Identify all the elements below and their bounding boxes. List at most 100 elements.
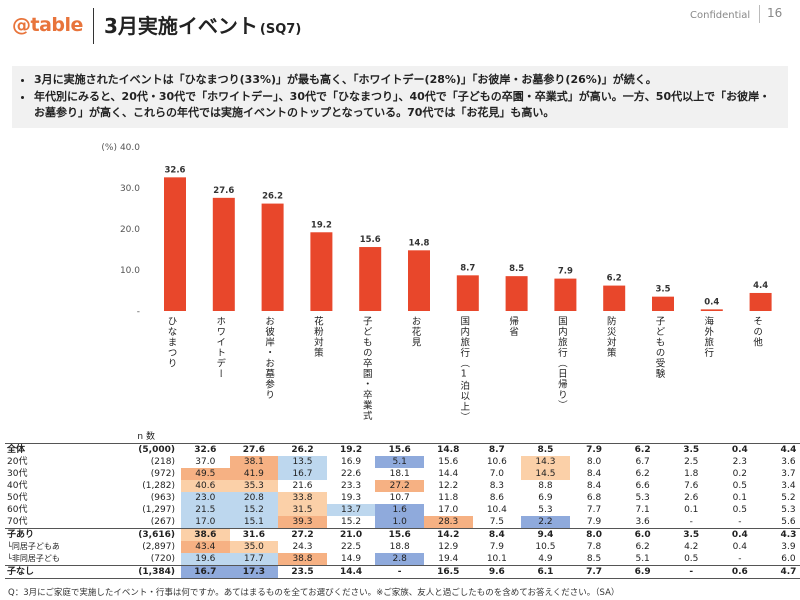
cell-value: 0.5 (732, 505, 747, 515)
row-n: (972) (150, 469, 175, 479)
cell-value: 4.2 (684, 542, 699, 552)
row-n: (2,897) (142, 542, 175, 552)
bar (408, 250, 430, 311)
data-label: 3.5 (655, 285, 670, 295)
header-cell (716, 431, 765, 444)
data-label: 27.6 (213, 186, 234, 196)
cell-value: 7.1 (635, 505, 650, 515)
cell-value: 35.3 (229, 480, 279, 492)
header-cell (473, 431, 522, 444)
row-label: 子あり (5, 528, 59, 541)
cell-value: 2.6 (684, 493, 699, 503)
cell-value: 8.5 (521, 443, 570, 456)
cell-value: 10.5 (535, 542, 556, 552)
summary-bullet: 3月に実施されたイベントは「ひなまつり(33%)」が最も高く、「ホワイトデー(2… (34, 72, 780, 88)
cell-value: 6.0 (618, 528, 667, 541)
row-label: 子なし (5, 565, 59, 579)
table-row: 30代 (972) 49.5 41.9 16.7 22.6 18.1 14.4 7.0 14.5 8… (5, 468, 800, 480)
cell-value: 8.0 (586, 457, 602, 467)
cell-value: 0.1 (684, 505, 699, 515)
row-n: (963) (150, 493, 175, 503)
page-title: 3月実施イベント (SQ7) (104, 10, 301, 39)
cell-value: 21.5 (181, 504, 230, 516)
table-row: └非同居子どもあり (720) 19.617.738.8 14.9 2.8 19.4 10.… (5, 553, 800, 566)
cell-value: 8.0 (569, 528, 619, 541)
data-label: 8.5 (509, 264, 524, 274)
page-number-divider (759, 5, 760, 23)
cell-value: 39.3 (278, 516, 327, 529)
cell-value: 19.6 (181, 553, 230, 566)
cell-value: 21.0 (326, 528, 376, 541)
cell-value: 14.8 (423, 443, 473, 456)
table-row: 60代 (1,297) 21.5 15.2 31.5 13.7 1.6 17.0 10.4 5.3… (5, 504, 800, 516)
cell-value: 6.2 (618, 443, 667, 456)
x-category-label: ホワイトデー (214, 316, 226, 379)
cell-value: 7.9 (586, 517, 602, 527)
table-row: 50代 (963) 23.0 20.8 33.8 19.3 10.7 11.8 8.6 6.9 6.… (5, 492, 800, 504)
cell-value: - (666, 565, 716, 579)
cell-value: 14.3 (521, 456, 570, 468)
cell-value: 6.7 (635, 457, 650, 467)
cell-value: 22.5 (341, 542, 362, 552)
cell-value: 8.3 (489, 481, 505, 491)
header-cell (618, 431, 667, 444)
cell-value: 14.4 (326, 565, 376, 579)
cell-value: 18.1 (389, 469, 410, 479)
cell-value: 17.0 (438, 505, 459, 515)
data-label: 26.2 (262, 192, 283, 202)
bar-chart: (%) - 10.0 20.0 30.0 40.0 32.6 ひなまつり 27.6 ホワイトデー 2… (101, 143, 772, 422)
bar (310, 232, 333, 311)
cell-value: 19.3 (341, 493, 362, 503)
cell-value: 8.6 (489, 493, 505, 503)
cell-value: 5.6 (781, 517, 796, 527)
table-row: 子あり (3,616) 38.6 31.6 27.2 21.0 15.6 14.2 8.4 9.4… (5, 528, 800, 541)
cell-value: 15.6 (375, 443, 424, 456)
cell-value: 6.9 (538, 493, 553, 503)
cell-value: 0.4 (715, 443, 765, 456)
table-row: 20代 (218) 37.0 38.1 13.5 16.9 5.1 15.6 10.6 14.3 8… (5, 456, 800, 468)
data-label: 32.6 (165, 165, 186, 175)
cell-value: 21.6 (292, 481, 313, 491)
cell-value: 4.9 (538, 554, 553, 564)
data-label: 0.4 (704, 297, 719, 307)
row-label: 40代 (7, 481, 28, 491)
cell-value: 13.7 (326, 504, 376, 516)
cell-value: 17.0 (181, 516, 230, 529)
cell-value: 0.5 (684, 554, 699, 564)
cell-value: 3.9 (781, 542, 796, 552)
page-number: 16 (767, 6, 783, 20)
cell-value: 4.3 (764, 528, 800, 541)
cell-value: 9.4 (521, 528, 570, 541)
cell-value: 14.4 (438, 469, 459, 479)
crosstab-body: n 数全体 (5,000) 32.6 27.6 26.2 19.2 15.6 14.8 8.7 8… (5, 431, 800, 579)
cell-value: 16.7 (278, 468, 327, 480)
cell-value: 7.7 (586, 505, 602, 515)
x-category-label: ひなまつり (166, 316, 178, 369)
cell-value: 5.3 (635, 493, 650, 503)
table-row: 70代 (267) 17.0 15.1 39.3 15.2 1.0 28.3 7.5 2.2 7.9… (5, 516, 800, 529)
cell-value: 37.0 (195, 457, 216, 467)
y-tick-label: - (137, 307, 140, 317)
y-tick-label: 20.0 (120, 225, 140, 235)
x-category-label: その他 (751, 316, 763, 348)
cell-value: 5.1 (635, 554, 650, 564)
cell-value: 19.4 (438, 554, 459, 564)
cell-value: 7.5 (489, 517, 505, 527)
summary-bullet: 年代別にみると、20代・30代で「ホワイトデー」、30代で「ひなまつり」、40代… (34, 89, 780, 121)
cell-value: 5.3 (538, 505, 553, 515)
row-label: 30代 (7, 469, 28, 479)
n-header: n 数 (137, 432, 155, 442)
cell-value: 32.6 (181, 443, 230, 456)
cell-value: 0.1 (732, 493, 747, 503)
cell-value: 14.2 (423, 528, 473, 541)
row-label: 70代 (7, 517, 28, 527)
cell-value: 16.9 (341, 457, 362, 467)
cell-value: 27.2 (375, 480, 424, 492)
cell-value: 7.7 (569, 565, 619, 579)
cell-value: 0.5 (732, 481, 747, 491)
cell-value: 23.0 (181, 492, 230, 504)
table-header-row: n 数 (5, 431, 800, 444)
x-category-label: 国内旅行（1泊以上） (458, 316, 470, 422)
cell-value: - (738, 517, 742, 527)
cell-value: 6.1 (521, 565, 570, 579)
